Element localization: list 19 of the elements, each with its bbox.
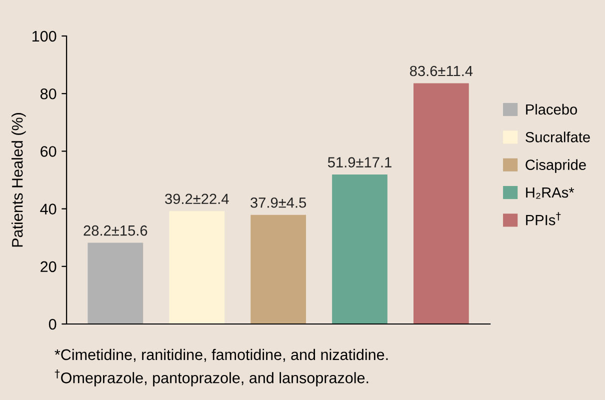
data-label: 83.6±11.4 (410, 66, 473, 76)
data-label: 37.9±4.5 (250, 197, 306, 208)
legend-label: Cisapride (526, 159, 586, 173)
legend-label: Placebo (526, 104, 577, 115)
text: $^{†}$Omeprazole, pantoprazole, and lansoprazole. (54, 370, 368, 386)
y-tick-label: 0 (48, 318, 56, 330)
y-axis-title: Patients Healed (%) (12, 113, 26, 247)
y-tick-label: 80 (40, 88, 56, 100)
legend-label: H₂RAs* (526, 187, 574, 199)
y-tick-label: 60 (40, 146, 56, 157)
data-label: 39.2±22.4 (165, 194, 229, 204)
legend-label: PPIs$^{†}$ (526, 212, 561, 226)
text: *Cimetidine, ranitidine, famotidine, and nizatidine. (54, 348, 388, 362)
y-tick-label: 20 (40, 261, 56, 272)
legend-label: Sucralfate (526, 132, 590, 142)
data-label: 51.9±17.1 (328, 157, 392, 168)
data-label: 28.2±15.6 (84, 225, 148, 236)
y-tick-label: 40 (40, 204, 56, 214)
y-tick-label: 100 (32, 30, 56, 42)
